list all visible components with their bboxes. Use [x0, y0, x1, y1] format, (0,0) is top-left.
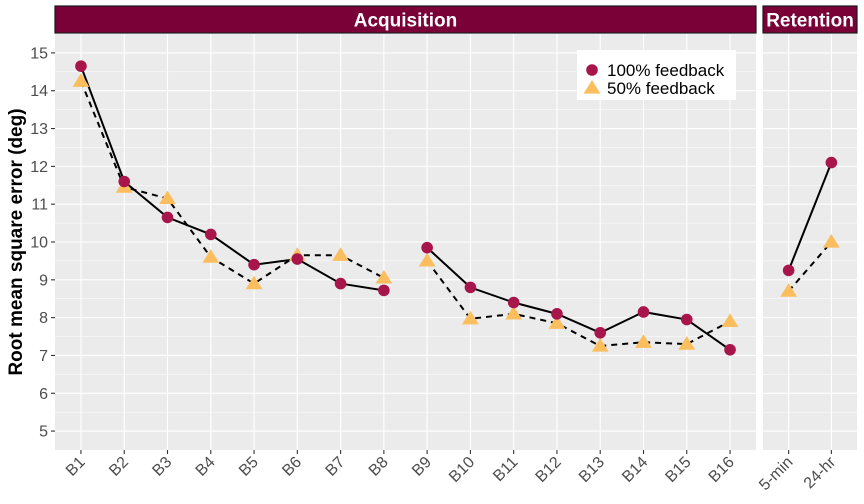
x-tick-label-b16: B16 [706, 454, 738, 486]
point-50-feedback-b7 [332, 247, 349, 261]
point-100-feedback-b15 [680, 313, 693, 326]
point-100-feedback-b7 [334, 277, 347, 290]
legend-background [577, 50, 736, 100]
x-tick-label-b6: B6 [279, 454, 305, 480]
point-100-feedback-b8 [378, 284, 390, 297]
strip-acquisition [54, 5, 757, 34]
point-50-feedback-24-hr [822, 234, 840, 248]
series-lines [80, 65, 833, 351]
strip-retention [762, 5, 858, 34]
point-100-feedback-b13 [594, 326, 607, 339]
y-tick-label-6: 6 [39, 386, 48, 403]
point-50-feedback-b4 [202, 249, 220, 263]
point-50-feedback-b8 [375, 269, 393, 284]
strip-label-acquisition: Acquisition [354, 11, 457, 32]
x-tick-label-b3: B3 [149, 454, 175, 480]
point-50-feedback-b16 [721, 313, 739, 328]
legend-key-50-feedback [583, 80, 601, 94]
y-tick-label-11: 11 [31, 197, 48, 214]
x-tick-label-b11: B11 [490, 454, 521, 485]
y-tick-label-9: 9 [39, 272, 48, 289]
x-tick-label-b7: B7 [323, 454, 349, 480]
series-points [72, 60, 840, 356]
x-axis: B1 B2 B3 B4 B5 B6 B7 B8 B9 B10 B11 B12 B13 B14 B15 B16 5… [63, 450, 840, 494]
point-100-feedback-24-hr [825, 156, 838, 169]
point-100-feedback-b1 [75, 60, 87, 72]
point-100-feedback-b12 [551, 308, 563, 320]
point-50-feedback-b12 [548, 315, 566, 329]
x-tick-label-b1: B1 [63, 454, 89, 480]
point-50-feedback-b5 [245, 275, 263, 290]
point-50-feedback-b10 [462, 310, 479, 325]
legend-label-50-feedback: 50% feedback [607, 79, 715, 98]
y-tick-label-8: 8 [39, 310, 48, 327]
point-50-feedback-b9 [418, 252, 436, 267]
x-tick-label-b15: B15 [662, 454, 694, 486]
x-tick-label-b2: B2 [106, 454, 132, 480]
point-50-feedback-b15 [678, 336, 696, 350]
y-tick-label-7: 7 [39, 348, 48, 365]
strip-label-retention: Retention [766, 11, 854, 32]
line-50-feedback-acquisition-0 [80, 80, 385, 285]
point-100-feedback-b11 [507, 296, 520, 309]
y-tick-label-10: 10 [30, 235, 48, 252]
point-100-feedback-b16 [724, 343, 736, 356]
x-tick-label-b13: B13 [576, 454, 608, 486]
line-100-feedback-acquisition-0 [80, 65, 385, 292]
gridlines [55, 34, 857, 450]
line-100-feedback-acquisition-1 [426, 246, 731, 351]
point-100-feedback-b10 [464, 281, 477, 294]
point-100-feedback-b9 [421, 241, 433, 254]
x-tick-label-b9: B9 [409, 454, 435, 480]
x-tick-label-b5: B5 [236, 454, 262, 480]
point-100-feedback-5-min [782, 264, 795, 277]
x-tick-label-24-hr: 24-hr [801, 453, 840, 492]
point-50-feedback-b3 [159, 190, 176, 205]
legend: 100% feedback 50% feedback [577, 50, 736, 100]
x-tick-label-b14: B14 [619, 454, 651, 486]
x-tick-label-b10: B10 [446, 454, 478, 486]
x-tick-label-5-min: 5-min [756, 454, 796, 494]
line-100-feedback-retention-0 [787, 162, 833, 271]
x-tick-label-b12: B12 [533, 454, 565, 486]
point-100-feedback-b4 [204, 228, 217, 241]
legend-item-50-feedback: 50% feedback [583, 79, 715, 98]
y-tick-label-13: 13 [30, 121, 48, 138]
point-100-feedback-b2 [118, 175, 131, 188]
point-50-feedback-5-min [780, 283, 798, 297]
legend-label-100-feedback: 100% feedback [607, 61, 725, 80]
y-axis: 5 6 7 8 9 10 11 12 13 14 15 [30, 45, 55, 441]
y-tick-label-15: 15 [30, 45, 48, 62]
point-100-feedback-b5 [248, 258, 260, 271]
facet-strips: Acquisition Retention [54, 5, 858, 34]
point-100-feedback-b14 [637, 306, 650, 318]
point-50-feedback-b11 [505, 305, 523, 320]
point-50-feedback-b13 [591, 338, 609, 352]
point-50-feedback-b14 [635, 334, 652, 348]
point-100-feedback-b6 [291, 253, 304, 265]
line-50-feedback-acquisition-1 [426, 260, 731, 348]
legend-key-100-feedback [586, 64, 598, 76]
point-100-feedback-b3 [161, 211, 174, 224]
y-tick-label-14: 14 [30, 83, 48, 100]
y-axis-title: Root mean square error (deg) [6, 108, 27, 375]
legend-item-100-feedback: 100% feedback [586, 61, 725, 80]
x-tick-label-b8: B8 [366, 454, 392, 480]
y-tick-label-12: 12 [30, 159, 48, 176]
point-50-feedback-b1 [72, 73, 90, 87]
x-tick-label-b4: B4 [193, 454, 219, 480]
y-tick-label-5: 5 [39, 424, 48, 441]
